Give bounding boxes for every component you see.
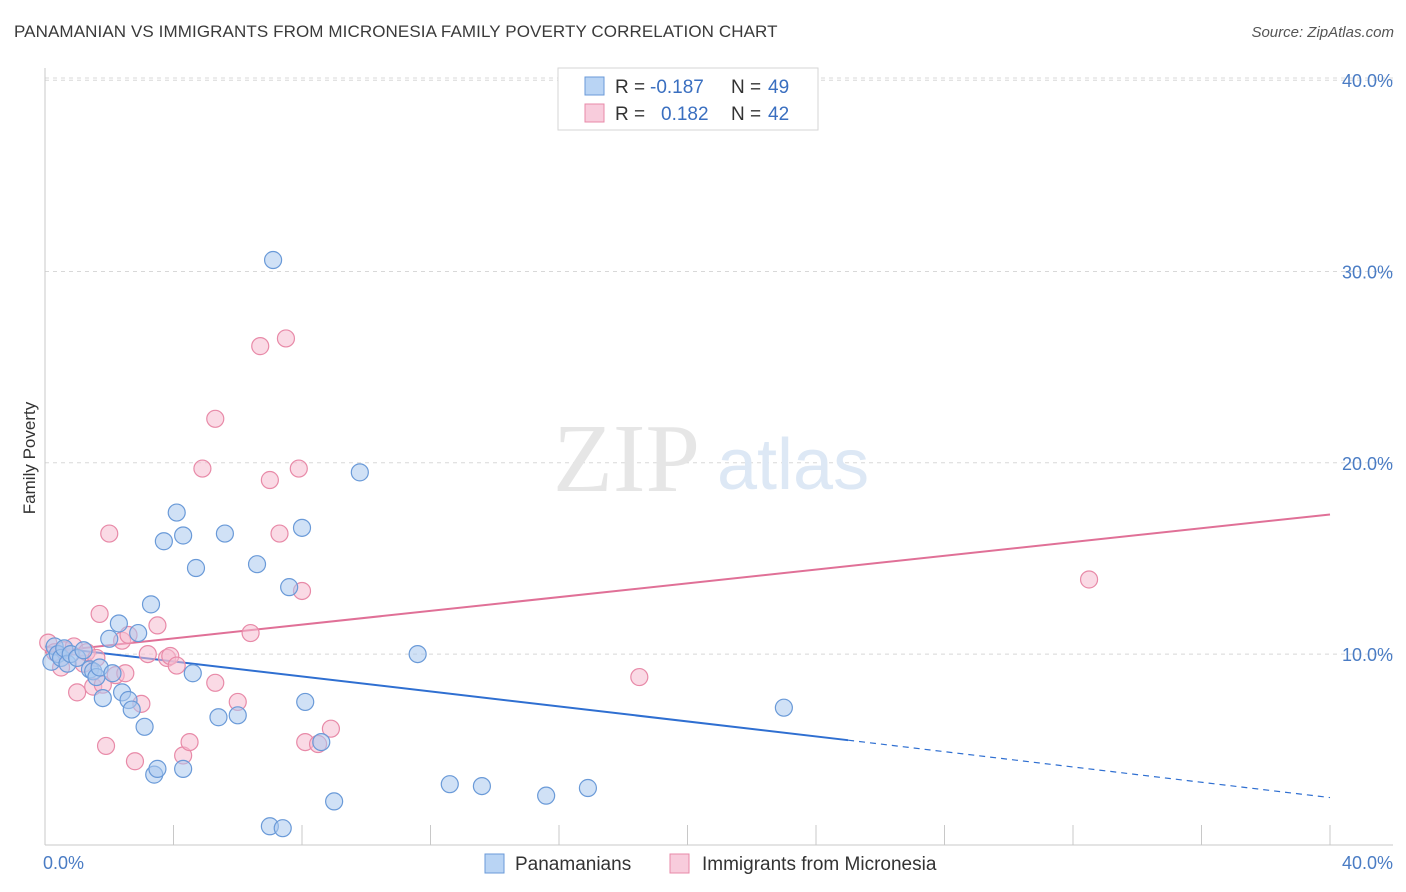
point-micronesia [260,470,279,490]
point-panamanians [103,664,122,683]
source-credit: Source: ZipAtlas.com [1251,24,1394,41]
point-panamanians [228,706,247,725]
points-layer [39,250,1099,838]
legend-n-value-2: 42 [768,104,789,125]
point-panamanians [440,775,459,794]
point-micronesia [289,459,308,478]
point-panamanians [280,578,299,597]
point-micronesia [251,337,270,356]
point-panamanians [296,692,315,712]
point-panamanians [183,664,202,683]
axes-layer: 10.0% 20.0% 30.0% 40.0% 0.0% 40.0% [43,68,1393,873]
legend-r-value-1: -0.187 [650,77,704,98]
point-panamanians [148,759,167,778]
series-legend-swatch-micronesia [669,853,690,874]
series-legend-label-micronesia: Immigrants from Micronesia [702,854,937,875]
correlation-legend: R = -0.187 N = 49 R = 0.182 N = 42 [557,67,819,131]
point-micronesia [241,623,260,643]
point-panamanians [350,463,369,482]
point-panamanians [774,698,793,717]
series-legend-label-panamanians: Panamanians [515,854,631,875]
point-micronesia [138,644,157,664]
y-tick-label: 20.0% [1342,454,1393,474]
point-micronesia [148,616,167,635]
point-micronesia [90,604,109,624]
y-tick-label: 40.0% [1342,71,1393,91]
point-panamanians [135,717,154,736]
point-panamanians [408,644,427,664]
point-micronesia [167,656,186,675]
point-micronesia [1079,570,1099,589]
point-panamanians [215,524,234,543]
point-panamanians [129,623,148,643]
point-panamanians [174,759,193,778]
series-legend-swatch-panamanians [484,853,505,874]
legend-r-value-2: 0.182 [661,104,709,125]
watermark-atlas: atlas [717,425,869,505]
legend-n-label-2: N = [731,104,761,125]
x-tick-label-max: 40.0% [1342,853,1393,873]
point-panamanians [154,532,173,551]
legend-swatch-pink [584,103,605,123]
point-panamanians [209,708,228,727]
point-micronesia [206,409,225,428]
point-micronesia [206,673,225,692]
point-micronesia [125,752,145,771]
watermark-zip: ZIP [553,405,700,513]
point-panamanians [186,558,206,578]
grid-layer [45,77,1393,655]
legend-r-label-2: R = [615,104,645,125]
point-panamanians [93,688,112,708]
point-panamanians [537,786,556,805]
x-tick-label-min: 0.0% [43,853,84,873]
y-tick-label: 30.0% [1342,263,1393,283]
chart-title: PANAMANIAN VS IMMIGRANTS FROM MICRONESIA… [14,22,778,41]
point-panamanians [273,819,292,838]
legend-n-value-1: 49 [768,77,789,98]
watermark: ZIP atlas [553,405,869,513]
y-axis-label: Family Poverty [20,401,39,514]
point-micronesia [630,667,649,687]
point-micronesia [68,683,87,702]
point-micronesia [96,736,116,756]
y-tick-label: 10.0% [1342,645,1393,665]
series-legend: Panamanians Immigrants from Micronesia [484,853,937,875]
trendline-micronesia [44,513,1331,654]
point-micronesia [276,329,296,348]
point-panamanians [167,503,186,522]
point-panamanians [292,518,312,537]
legend-swatch-blue [584,76,605,96]
trendline-panamanians-projection [848,739,1331,799]
trend-layer [44,513,1331,799]
point-panamanians [247,555,267,574]
point-panamanians [74,641,93,660]
point-micronesia [180,732,199,752]
point-panamanians [109,614,128,633]
legend-n-label-1: N = [731,77,761,98]
point-panamanians [141,595,161,614]
point-panamanians [312,732,331,752]
point-panamanians [100,629,119,648]
point-panamanians [122,700,141,719]
point-panamanians [325,792,344,811]
point-micronesia [321,719,341,738]
point-micronesia [270,524,289,543]
point-panamanians [174,526,193,545]
legend-r-label-1: R = [615,77,645,98]
point-panamanians [263,250,283,270]
point-panamanians [578,778,598,798]
point-panamanians [472,776,491,796]
point-micronesia [193,459,212,478]
point-micronesia [100,524,119,543]
